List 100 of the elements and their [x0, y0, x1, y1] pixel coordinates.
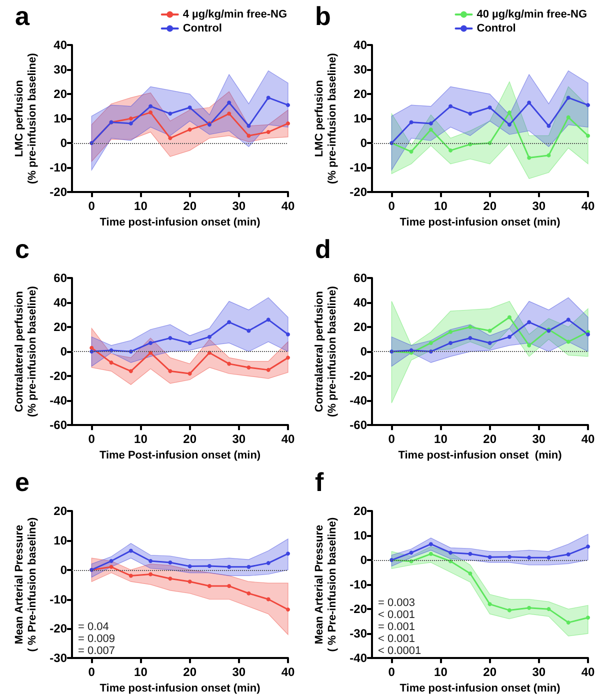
point [286, 121, 290, 126]
point [188, 340, 192, 345]
point [507, 122, 512, 127]
point [488, 106, 492, 110]
point [188, 580, 192, 584]
x-tick-label: 40 [281, 432, 295, 446]
x-tick-label: 30 [232, 199, 246, 214]
point [168, 576, 172, 581]
y-tick-label: 20 [354, 504, 368, 518]
chart-title: e [15, 467, 30, 497]
point [168, 560, 172, 564]
y-tick-label: 10 [54, 533, 68, 548]
annotation: < 0.001 [378, 609, 416, 621]
y-tick-label: 40 [54, 296, 68, 310]
annotation: = 0.001 [378, 621, 416, 633]
point [168, 369, 172, 374]
point [586, 544, 590, 549]
point [488, 340, 492, 345]
y-axis-title: Mean Arterial Pressure ( % Pre-infusion baseline) [13, 516, 38, 652]
point [586, 332, 590, 336]
point [246, 591, 251, 596]
point [468, 325, 472, 330]
y-tick-label: -30 [50, 651, 68, 666]
point [227, 112, 232, 116]
point [586, 616, 590, 620]
y-tick-label: -40 [350, 651, 368, 666]
y-tick-label: -10 [350, 578, 368, 592]
y-tick-label: 60 [354, 271, 368, 285]
y-tick-label: -20 [50, 369, 68, 384]
x-tick-label: 0 [88, 665, 96, 680]
point [448, 550, 453, 555]
y-axis-title: LMC perfusion (% pre-infusion baseline) [13, 52, 38, 184]
point [148, 559, 153, 564]
x-tick-label: 10 [134, 432, 148, 446]
point [246, 564, 251, 569]
y-tick-label: 20 [354, 87, 368, 102]
x-tick-label: 0 [388, 665, 396, 680]
x-tick-label: 10 [434, 199, 448, 214]
x-tick-label: 10 [134, 665, 148, 680]
y-tick-label: 60 [54, 271, 68, 285]
point [527, 556, 532, 560]
y-tick-label: 0 [360, 136, 368, 150]
y-tick-label: -10 [350, 160, 368, 175]
annotation: < 0.0001 [378, 645, 422, 657]
point [566, 115, 570, 120]
chart-title: f [315, 467, 324, 497]
chart-title: d [315, 234, 331, 264]
x-tick-label: 10 [434, 432, 448, 446]
annotation: = 0.009 [78, 633, 116, 645]
point [109, 559, 114, 564]
y-tick-label: 0 [360, 553, 368, 568]
y-tick-label: 0 [60, 136, 68, 150]
point [566, 318, 570, 322]
point [527, 606, 532, 610]
point [409, 120, 414, 124]
point [527, 343, 532, 348]
point [546, 124, 551, 128]
point [286, 332, 290, 336]
point [128, 121, 133, 126]
point [468, 336, 472, 340]
point [586, 134, 590, 138]
y-tick-label: 30 [54, 62, 68, 77]
x-tick-label: 20 [183, 665, 197, 680]
y-tick-label: 20 [54, 320, 68, 334]
point [448, 104, 453, 108]
x-tick-label: 0 [388, 432, 396, 446]
y-tick-label: -20 [50, 622, 68, 636]
point [566, 552, 570, 556]
x-tick-label: 0 [388, 199, 396, 214]
x-tick-label: 40 [581, 665, 595, 680]
y-tick-label: -20 [50, 185, 68, 200]
legend-label: Control [476, 22, 516, 34]
x-tick-label: 30 [232, 665, 246, 680]
y-tick-label: -30 [350, 626, 368, 641]
point [90, 346, 94, 350]
point [488, 602, 492, 606]
point [227, 564, 232, 569]
x-axis-title: Time post-infusion onset (min) [100, 216, 261, 228]
point [266, 597, 270, 602]
x-axis-title: Time Post-infusion onset (min) [99, 450, 261, 462]
x-tick-label: 20 [483, 199, 497, 214]
point [148, 340, 153, 345]
y-tick-label: 30 [354, 62, 368, 77]
point [227, 100, 232, 105]
x-tick-label: 0 [88, 432, 96, 446]
point [488, 328, 492, 333]
point [566, 96, 570, 100]
point [168, 136, 172, 140]
point [286, 356, 290, 360]
point [168, 112, 172, 116]
x-tick-label: 30 [532, 665, 546, 680]
point [468, 572, 472, 576]
point [507, 110, 512, 114]
point [448, 340, 453, 345]
x-tick-label: 30 [532, 432, 546, 446]
y-tick-label: 0 [360, 344, 368, 359]
y-tick-label: -20 [350, 369, 368, 384]
point [148, 104, 153, 108]
point [507, 334, 512, 339]
chart-title: a [15, 1, 30, 31]
